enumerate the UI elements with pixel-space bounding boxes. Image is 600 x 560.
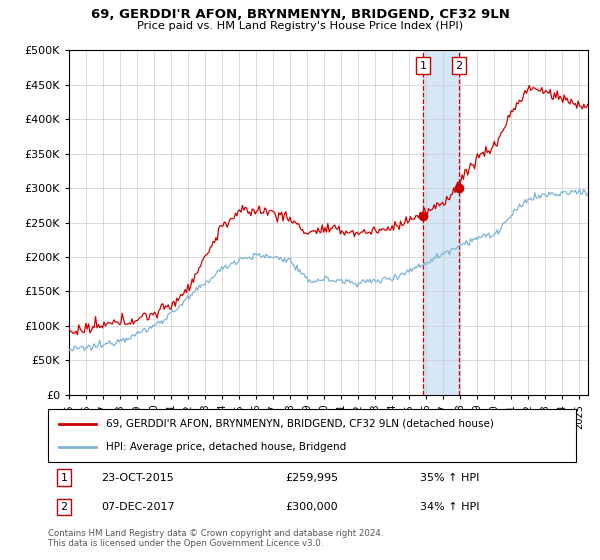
- Text: 69, GERDDI'R AFON, BRYNMENYN, BRIDGEND, CF32 9LN: 69, GERDDI'R AFON, BRYNMENYN, BRIDGEND, …: [91, 8, 509, 21]
- Text: 69, GERDDI'R AFON, BRYNMENYN, BRIDGEND, CF32 9LN (detached house): 69, GERDDI'R AFON, BRYNMENYN, BRIDGEND, …: [106, 419, 494, 429]
- Text: 34% ↑ HPI: 34% ↑ HPI: [419, 502, 479, 512]
- Bar: [423, 50, 459, 395]
- Text: 1: 1: [61, 473, 67, 483]
- FancyBboxPatch shape: [48, 409, 576, 462]
- Text: £259,995: £259,995: [286, 473, 338, 483]
- Text: 35% ↑ HPI: 35% ↑ HPI: [419, 473, 479, 483]
- Text: 07-DEC-2017: 07-DEC-2017: [101, 502, 175, 512]
- Text: 1: 1: [419, 60, 427, 71]
- Text: 2: 2: [60, 502, 67, 512]
- Text: HPI: Average price, detached house, Bridgend: HPI: Average price, detached house, Brid…: [106, 442, 346, 452]
- Text: £300,000: £300,000: [286, 502, 338, 512]
- Text: This data is licensed under the Open Government Licence v3.0.: This data is licensed under the Open Gov…: [48, 539, 323, 548]
- Text: Contains HM Land Registry data © Crown copyright and database right 2024.: Contains HM Land Registry data © Crown c…: [48, 529, 383, 538]
- Text: 23-OCT-2015: 23-OCT-2015: [101, 473, 174, 483]
- Text: Price paid vs. HM Land Registry's House Price Index (HPI): Price paid vs. HM Land Registry's House …: [137, 21, 463, 31]
- Text: 2: 2: [455, 60, 463, 71]
